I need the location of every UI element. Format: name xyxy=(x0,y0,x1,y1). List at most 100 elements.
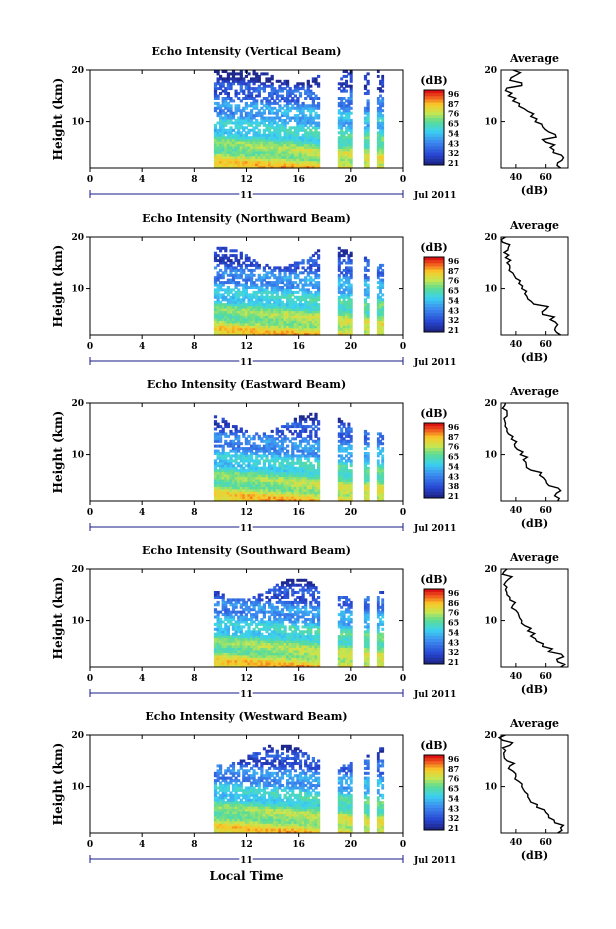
heat-cell xyxy=(340,119,344,122)
heat-cell xyxy=(247,104,251,108)
heat-cell xyxy=(309,645,313,648)
heat-cell xyxy=(270,481,274,485)
heat-cell xyxy=(265,659,269,663)
heat-cell xyxy=(237,444,241,448)
heat-cell xyxy=(349,259,353,263)
heat-cell xyxy=(337,478,341,482)
panel-1: Echo Intensity (Vertical Beam)1020Height… xyxy=(51,45,569,203)
heat-cell xyxy=(257,330,261,334)
heat-cell xyxy=(296,136,300,140)
heat-cell xyxy=(280,317,285,321)
heat-cell xyxy=(337,327,341,331)
profile-frame xyxy=(500,402,569,502)
heat-cell xyxy=(381,143,385,147)
heat-cell xyxy=(234,111,238,115)
heat-cell xyxy=(260,158,264,162)
heat-cell xyxy=(265,303,269,307)
heat-cell xyxy=(270,315,274,319)
heat-cell xyxy=(317,437,321,441)
heat-cell xyxy=(379,273,382,277)
heat-cell xyxy=(234,649,238,653)
heat-cell xyxy=(224,469,228,473)
heat-cell xyxy=(221,642,225,646)
colorbar-tick-label: 87 xyxy=(448,432,459,442)
heat-cell xyxy=(234,92,238,95)
heat-cell xyxy=(340,261,344,265)
heat-cell xyxy=(234,488,238,492)
heat-cell xyxy=(317,459,321,463)
x-tick-label: 16 xyxy=(292,342,305,352)
heat-cell xyxy=(298,261,303,265)
heat-cell xyxy=(349,290,353,294)
x-tick-label: 16 xyxy=(292,175,305,185)
heat-cell xyxy=(309,454,313,458)
heat-cell xyxy=(293,664,297,668)
heat-cell xyxy=(298,109,303,113)
heat-cell xyxy=(306,652,310,656)
heat-cell xyxy=(278,128,282,132)
heat-cell xyxy=(260,87,264,91)
heat-cell xyxy=(234,106,238,110)
heat-cell xyxy=(363,290,368,294)
heat-cell xyxy=(226,452,230,455)
heat-cell xyxy=(381,461,385,465)
heat-cell xyxy=(244,254,248,258)
heat-cell xyxy=(311,259,315,263)
heat-cell xyxy=(288,310,292,314)
heat-cell xyxy=(288,664,292,668)
heat-cell xyxy=(255,119,259,122)
heat-cell xyxy=(347,104,351,108)
heat-cell xyxy=(237,150,241,154)
heat-cell xyxy=(221,101,225,105)
heat-cell xyxy=(296,652,300,656)
heat-cell xyxy=(221,259,225,263)
heat-cell xyxy=(363,315,368,319)
heat-cell xyxy=(257,263,261,267)
heat-cell xyxy=(273,99,277,103)
heat-cell xyxy=(288,488,292,492)
heat-cell xyxy=(337,491,341,495)
heat-cell xyxy=(242,332,246,336)
heat-cell xyxy=(379,278,382,282)
heat-cell xyxy=(298,315,303,319)
heat-cell xyxy=(301,645,305,648)
heat-cell xyxy=(280,97,285,100)
heat-cell xyxy=(363,456,368,460)
heat-cell xyxy=(296,640,300,643)
heat-cell xyxy=(366,308,370,312)
heat-cell xyxy=(226,293,230,297)
heat-cell xyxy=(229,649,233,653)
heat-cell xyxy=(288,99,292,103)
heat-cell xyxy=(280,327,285,331)
heat-cell xyxy=(247,478,251,482)
heat-cell xyxy=(379,94,382,98)
heat-cell xyxy=(298,138,303,142)
heat-cell xyxy=(280,425,285,429)
heat-cell xyxy=(221,461,225,465)
heat-cell xyxy=(286,454,290,458)
heat-cell xyxy=(349,261,353,265)
heat-cell xyxy=(314,447,318,451)
panel-title: Echo Intensity (Northward Beam) xyxy=(142,212,351,225)
heat-cell xyxy=(257,163,261,167)
heat-cell xyxy=(252,464,256,468)
heat-cell xyxy=(363,74,368,78)
date-month-label: Jul 2011 xyxy=(413,191,456,201)
heat-cell xyxy=(234,662,238,666)
heat-cell xyxy=(262,283,266,287)
heat-cell xyxy=(252,471,256,475)
heat-cell xyxy=(293,116,297,120)
heat-cell xyxy=(247,136,251,140)
heat-cell xyxy=(342,138,346,142)
heat-cell xyxy=(257,486,261,490)
heat-cell xyxy=(309,461,313,465)
heat-cell xyxy=(293,332,297,336)
heat-cell xyxy=(301,498,305,502)
heat-cell xyxy=(247,325,251,329)
colorbar-segment xyxy=(424,263,444,267)
heat-cell xyxy=(239,123,243,127)
heat-cell xyxy=(286,322,290,326)
heat-cell xyxy=(301,317,305,321)
panel-title: Echo Intensity (Vertical Beam) xyxy=(151,45,341,58)
